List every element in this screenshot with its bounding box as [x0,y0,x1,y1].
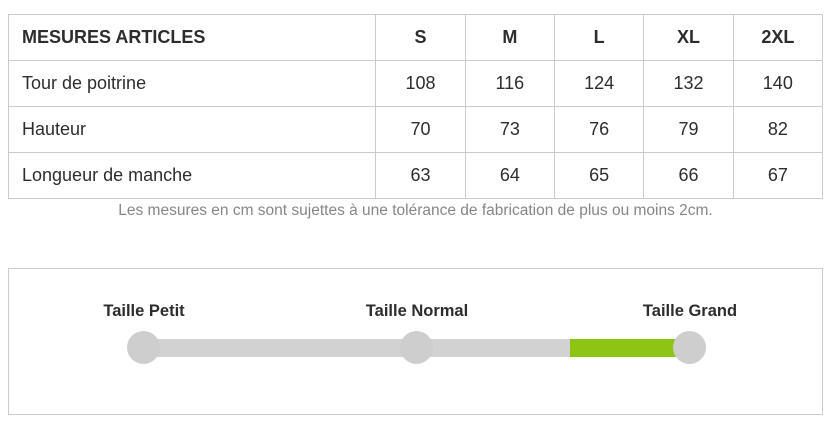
fit-stop-large [673,331,706,364]
size-column-header-l: L [553,14,645,61]
table-cell: 66 [643,152,734,199]
table-cell: 132 [643,60,734,107]
table-header-row: MESURES ARTICLES S M L XL 2XL [7,14,824,61]
tolerance-note: Les mesures en cm sont sujettes à une to… [118,202,713,219]
table-cell: 65 [553,152,645,199]
fit-track-active-segment [570,339,690,357]
size-column-header-2xl: 2XL [732,14,824,61]
table-cell: 64 [464,152,556,199]
fit-label-large: Taille Grand [642,302,738,320]
fit-stop-small [127,331,160,364]
table-cell: 76 [553,106,645,153]
table-row: Longueur de manche 63 64 65 66 67 [7,152,824,199]
size-column-header-s: S [375,14,466,61]
measurements-table: MESURES ARTICLES S M L XL 2XL Tour de po… [7,14,824,199]
table-cell: 73 [464,106,556,153]
table-cell: 116 [464,60,556,107]
table-cell: 70 [375,106,466,153]
row-label: Longueur de manche [7,152,377,199]
table-cell: 79 [643,106,734,153]
size-column-header-xl: XL [643,14,734,61]
table-cell: 140 [732,60,824,107]
table-cell: 108 [375,60,466,107]
size-column-header-m: M [464,14,556,61]
fit-stop-normal [400,331,433,364]
table-row: Tour de poitrine 108 116 124 132 140 [7,60,824,107]
table-cell: 82 [732,106,824,153]
row-label: Tour de poitrine [7,60,377,107]
table-title-cell: MESURES ARTICLES [7,14,377,61]
table-cell: 63 [375,152,466,199]
row-label: Hauteur [7,106,377,153]
fit-label-normal: Taille Normal [365,302,469,320]
table-row: Hauteur 70 73 76 79 82 [7,106,824,153]
fit-indicator-panel: Taille Petit Taille Normal Taille Grand [8,268,823,415]
fit-label-small: Taille Petit [103,302,185,320]
table-cell: 124 [553,60,645,107]
table-cell: 67 [732,152,824,199]
